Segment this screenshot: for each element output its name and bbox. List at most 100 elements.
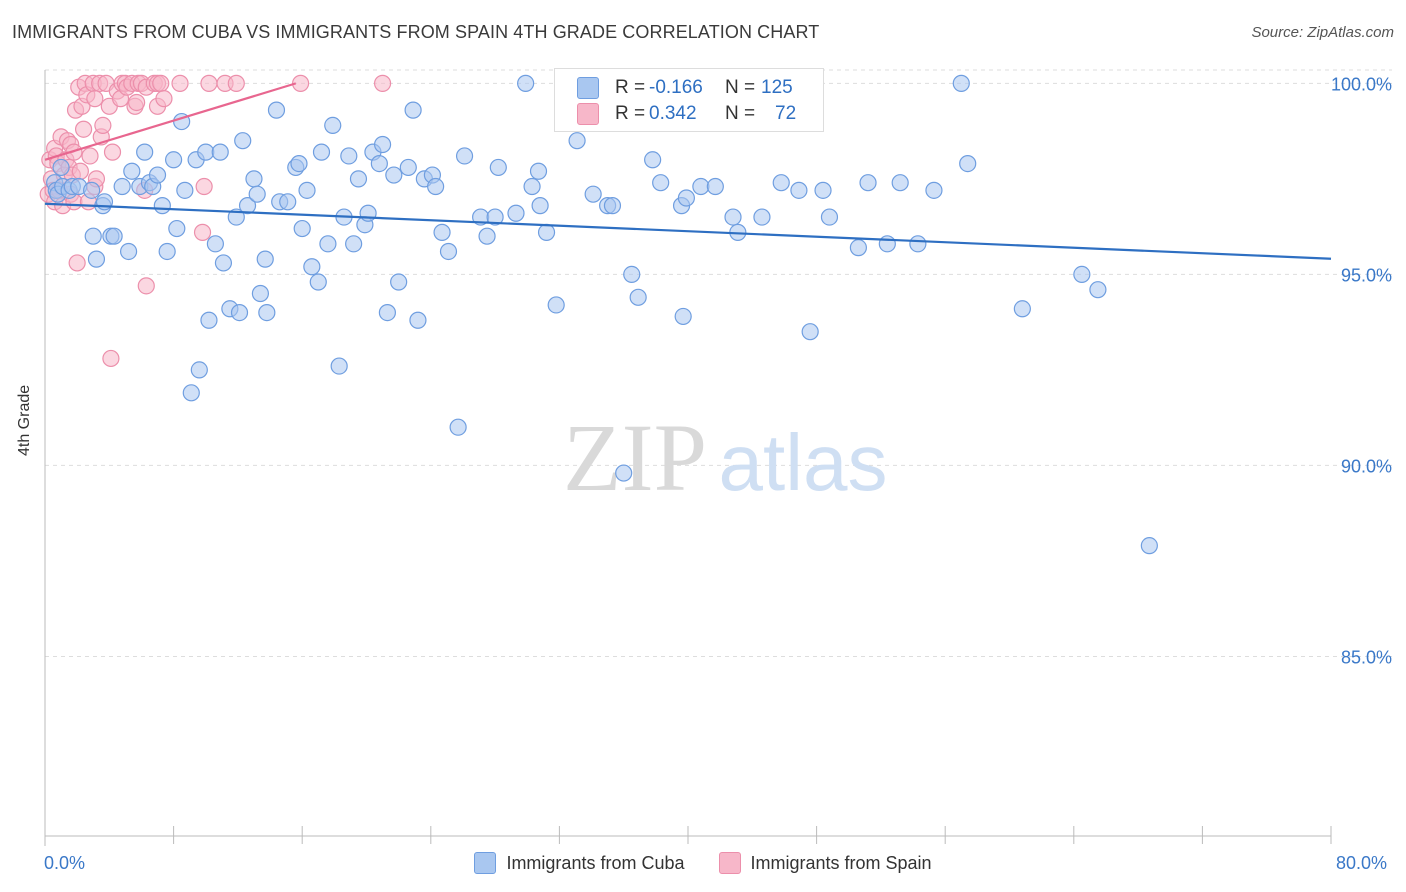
cuba-point	[489, 158, 507, 177]
cuba-point	[772, 174, 790, 192]
cuba-point	[83, 181, 101, 199]
spain-point	[227, 74, 245, 92]
cuba-point	[1073, 265, 1091, 283]
cuba-point	[370, 155, 388, 173]
cuba-point	[584, 185, 602, 203]
cuba-point	[256, 250, 274, 268]
spain-swatch	[577, 103, 599, 125]
cuba-point	[373, 135, 392, 154]
cuba-point	[84, 227, 102, 245]
cuba-point	[433, 223, 451, 241]
spain-point	[193, 223, 212, 241]
cuba-point	[158, 242, 176, 261]
cuba-point	[165, 151, 183, 169]
x-tick-min: 0.0%	[44, 853, 86, 873]
source-label: Source: ZipAtlas.com	[1251, 24, 1394, 41]
cuba-point	[190, 361, 208, 379]
cuba-point	[891, 174, 909, 192]
spain-r-value: 0.342	[649, 103, 697, 124]
cuba-point	[214, 254, 233, 272]
cuba-point	[319, 235, 337, 253]
cuba-point	[692, 177, 710, 196]
spain-point	[74, 120, 93, 138]
cuba-point	[303, 258, 321, 276]
spain-point	[94, 116, 112, 134]
spain-point	[68, 254, 86, 272]
spain-point	[152, 74, 170, 92]
stats-row-spain: R = 0.342 N = 72	[577, 103, 796, 125]
cuba-point	[623, 265, 641, 283]
cuba-point	[1089, 281, 1107, 299]
cuba-point	[753, 208, 771, 226]
watermark-atlas: atlas	[719, 418, 888, 507]
cuba-point	[568, 132, 586, 150]
cuba-point	[330, 357, 348, 375]
cuba-point	[324, 116, 342, 134]
cuba-point	[531, 197, 549, 215]
cuba-point	[176, 181, 194, 199]
cuba-point	[87, 250, 106, 268]
cuba-point	[603, 197, 622, 215]
cuba-point	[439, 242, 458, 261]
cuba-point	[378, 303, 396, 322]
cuba-point	[248, 185, 266, 203]
cuba-point	[105, 227, 123, 245]
cuba-point	[507, 204, 525, 222]
cuba-point	[427, 177, 445, 196]
legend-item-spain[interactable]: Immigrants from Spain	[718, 852, 932, 874]
cuba-trend-line	[44, 202, 1332, 260]
cuba-point	[478, 227, 496, 245]
y-tick-label: 85.0%	[1341, 647, 1392, 667]
spain-point	[137, 277, 155, 295]
cuba-point	[279, 193, 297, 211]
cuba-point	[409, 311, 427, 329]
cuba-point	[959, 155, 977, 173]
cuba-point	[677, 189, 695, 207]
cuba-point	[52, 158, 70, 177]
cuba-point	[197, 143, 215, 161]
cuba-point	[245, 170, 263, 188]
watermark-zip: ZIP	[563, 404, 707, 511]
spain-r-label: R =	[615, 103, 646, 124]
cuba-point	[234, 132, 252, 150]
cuba-point	[724, 208, 742, 226]
legend-item-cuba[interactable]: Immigrants from Cuba	[474, 852, 685, 874]
cuba-point	[309, 273, 327, 291]
cuba-point	[119, 242, 138, 261]
cuba-point	[925, 181, 943, 199]
y-tick-labels: 85.0% 90.0% 95.0% 100.0%	[1331, 74, 1392, 667]
spain-n-label: N =	[725, 103, 756, 124]
cuba-point	[258, 303, 276, 322]
cuba-point	[615, 464, 633, 482]
spain-point	[373, 74, 392, 92]
cuba-point	[820, 208, 839, 226]
cuba-point	[1140, 537, 1158, 555]
spain-point	[86, 90, 104, 108]
cuba-point	[801, 323, 819, 341]
cuba-point	[455, 147, 474, 165]
spain-point	[155, 90, 173, 108]
cuba-r-label: R =	[615, 77, 646, 98]
cuba-point	[517, 74, 535, 92]
legend-label-cuba: Immigrants from Cuba	[506, 852, 685, 873]
cuba-point	[404, 101, 422, 119]
cuba-point	[814, 181, 832, 199]
spain-point	[65, 143, 83, 161]
watermark: ZIP atlas	[563, 404, 887, 511]
cuba-point	[182, 384, 200, 402]
legend-swatch-cuba	[474, 852, 497, 874]
spain-point	[103, 143, 122, 161]
cuba-point	[206, 235, 224, 253]
cuba-point	[629, 288, 647, 306]
cuba-point	[340, 147, 358, 165]
cuba-point	[547, 296, 565, 314]
cuba-point	[909, 235, 927, 253]
cuba-swatch	[577, 77, 599, 99]
cuba-point	[523, 177, 541, 196]
cuba-point	[529, 162, 548, 180]
cuba-point	[312, 143, 331, 161]
cuba-point	[345, 235, 363, 253]
cuba-point	[168, 219, 186, 238]
cuba-point	[652, 174, 670, 192]
cuba-point	[200, 311, 218, 329]
